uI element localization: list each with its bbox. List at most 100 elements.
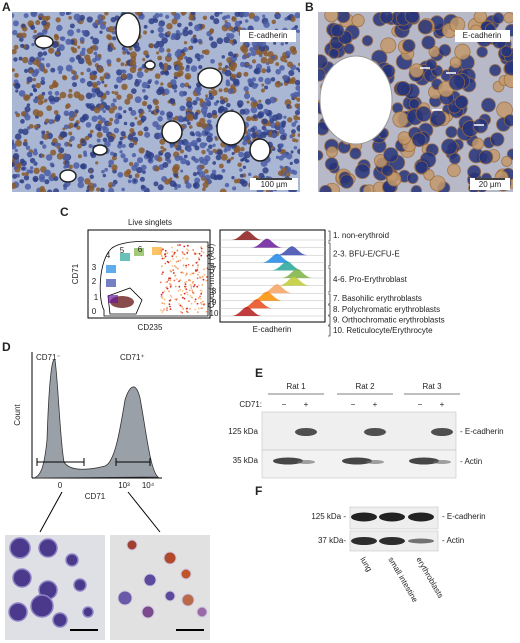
vessel [115, 12, 141, 48]
x-axis-label: E-cadherin [253, 325, 292, 334]
gate-label: 7 [212, 265, 217, 274]
cell [148, 158, 152, 162]
cell [330, 23, 345, 38]
cell [13, 44, 19, 50]
cell [262, 167, 269, 174]
cell [128, 142, 135, 148]
event [200, 301, 202, 304]
band [295, 428, 317, 436]
cell [112, 46, 116, 51]
cell [79, 50, 86, 57]
cell [82, 606, 94, 618]
cell [293, 146, 298, 150]
cell [191, 133, 195, 137]
cell [240, 158, 244, 162]
cell [185, 141, 190, 146]
event [169, 260, 172, 263]
event [172, 257, 174, 260]
cell [251, 83, 258, 89]
cell [86, 103, 92, 109]
cell [190, 65, 198, 72]
cell [318, 149, 324, 161]
sign: + [373, 400, 378, 409]
cell [237, 103, 243, 108]
cell [186, 146, 192, 153]
event [169, 294, 172, 297]
event [166, 287, 169, 290]
event [161, 297, 164, 300]
cell [490, 132, 505, 147]
cell [147, 152, 155, 159]
cell [137, 130, 144, 136]
cell [242, 136, 247, 141]
cell [67, 93, 73, 99]
cell [186, 64, 190, 69]
event [177, 260, 180, 263]
event [196, 266, 199, 269]
cell [112, 105, 118, 110]
cell [97, 127, 102, 132]
cell [126, 539, 138, 551]
cell [50, 172, 56, 178]
cell [39, 188, 47, 192]
cell [204, 142, 208, 146]
cell [178, 32, 183, 36]
cell [248, 12, 256, 20]
cell [111, 164, 118, 171]
cell [241, 46, 249, 54]
vessel [216, 110, 246, 146]
event [200, 303, 203, 306]
cell [118, 106, 123, 111]
cell [159, 110, 165, 116]
cell [221, 67, 227, 72]
event [196, 269, 199, 271]
event [179, 259, 182, 262]
event [168, 303, 171, 306]
cell [239, 168, 243, 172]
y-axis-label: CD71 [71, 263, 80, 284]
cell [233, 178, 239, 184]
cell [202, 181, 209, 189]
event [189, 307, 191, 310]
population-legend: 1. non-erythroid 2-3. BFU-E/CFU-E 4-6. Pro… [328, 230, 445, 337]
cell [211, 109, 218, 116]
gate-label: CD71⁻ [36, 353, 61, 362]
cell [136, 71, 144, 79]
cell [206, 100, 211, 105]
cell [231, 151, 235, 156]
event [188, 289, 191, 292]
cell [169, 180, 177, 187]
cell [148, 109, 152, 113]
cell [41, 91, 46, 96]
cell [126, 93, 133, 100]
cell [269, 118, 275, 124]
cell [63, 110, 70, 116]
cell [123, 48, 129, 53]
cell [158, 62, 164, 68]
cell [386, 171, 402, 187]
cell [143, 50, 149, 56]
stain-label: E-cadherin [249, 31, 288, 40]
cell [319, 184, 333, 192]
cell [163, 62, 169, 69]
cell [180, 169, 184, 173]
gate-label: 3 [92, 263, 97, 272]
cell [76, 28, 81, 33]
cell [250, 50, 257, 57]
cell [246, 100, 250, 104]
cell [423, 169, 435, 181]
event [191, 272, 194, 275]
cell [77, 181, 85, 189]
cell [96, 187, 101, 192]
cell [228, 33, 235, 39]
cell [143, 95, 149, 101]
cell [243, 86, 249, 92]
cell [99, 76, 105, 81]
event [171, 246, 174, 249]
cell [183, 175, 190, 182]
cell [53, 96, 60, 103]
cell [118, 114, 123, 119]
event [171, 255, 174, 258]
cell [54, 91, 60, 96]
cell [18, 128, 24, 134]
